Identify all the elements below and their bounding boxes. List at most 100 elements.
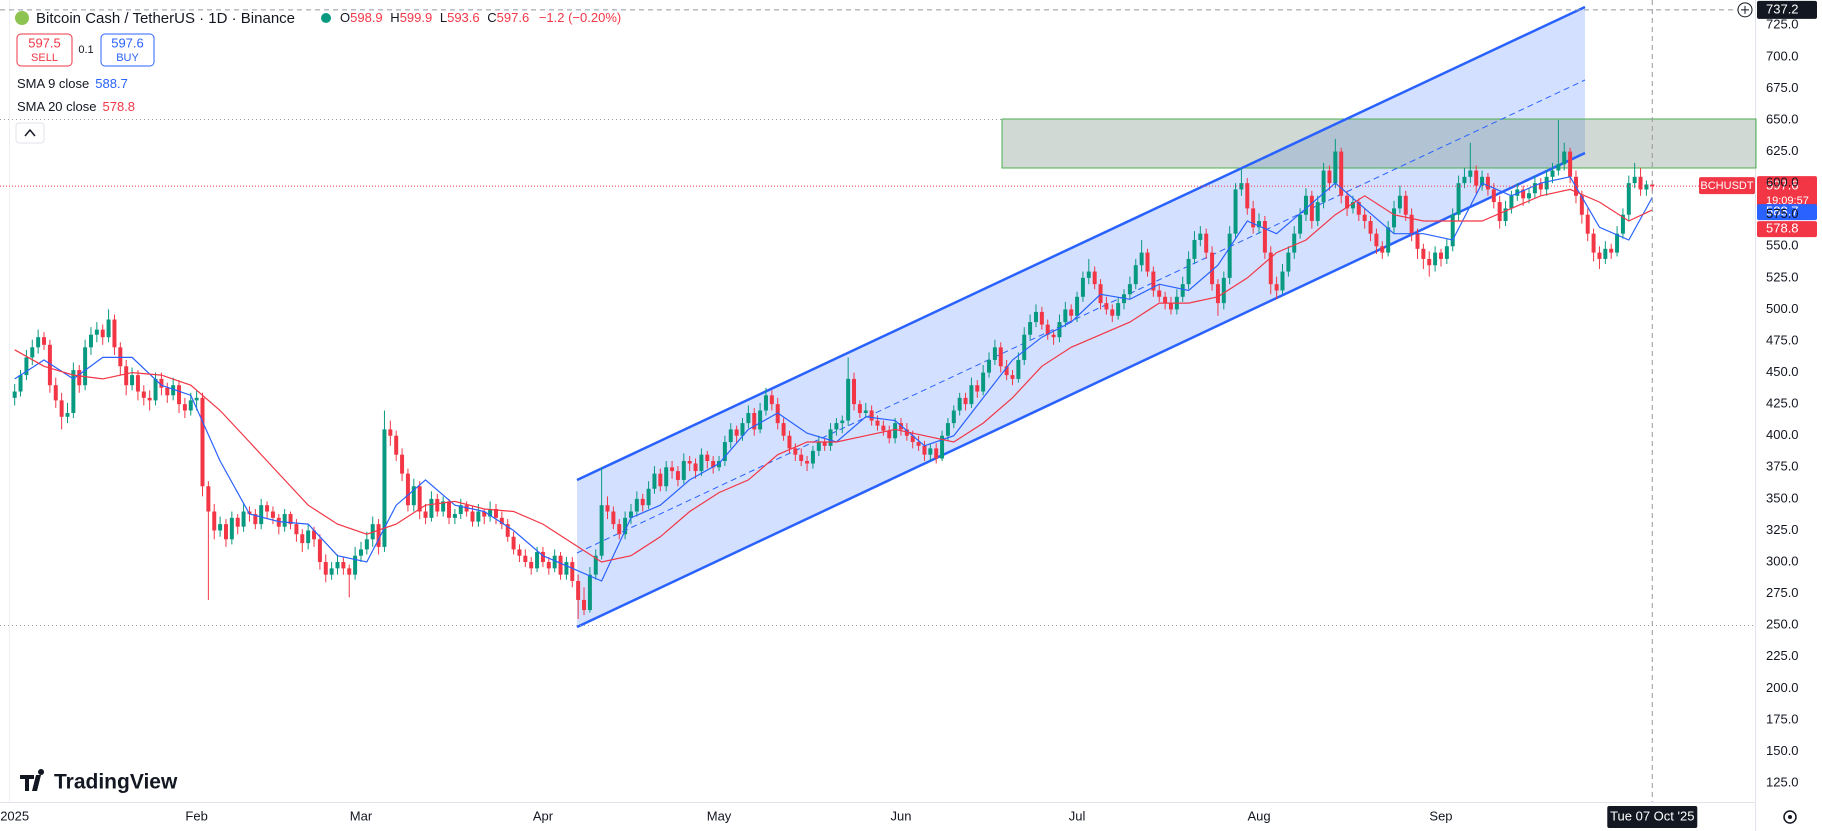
candle-body [71,370,76,413]
candle-body [1497,202,1502,222]
candle-body [306,530,311,544]
candle-body [1591,233,1596,253]
candle-body [1239,183,1244,190]
indicator-tag-box [1757,204,1817,221]
candle-body [1233,189,1238,234]
candle-body [805,460,810,464]
candle-body [1421,248,1426,259]
y-tick-label: 625.0 [1766,143,1799,158]
candle-body [1350,202,1355,209]
y-tick-label: 700.0 [1766,48,1799,63]
candle-body [411,486,416,506]
legend-name: SMA 9 close [17,76,89,91]
candle-body [288,514,293,525]
candle-body [940,435,945,459]
settings-button[interactable] [1783,810,1797,824]
candle-body [464,505,469,512]
sell-button[interactable]: 597.5 SELL [16,33,73,67]
candle-body [646,488,651,506]
candle-body [810,450,815,464]
candle-body [981,372,986,392]
candle-body [1450,214,1455,247]
crosshair-price-box [1757,0,1817,19]
buy-price[interactable]: 597.6 [111,35,144,50]
buy-button[interactable]: 597.6 BUY [100,33,155,67]
y-tick-label: 225.0 [1766,648,1799,663]
buy-box[interactable] [100,33,155,67]
sell-box[interactable] [16,33,73,67]
candle-body [711,460,716,468]
candle-body [1168,303,1173,310]
candle-body [634,498,639,512]
candle-body [787,435,792,449]
candle-body [799,454,804,461]
candle-body [235,517,240,527]
buy-label[interactable]: BUY [116,52,139,64]
candle-body [141,391,146,398]
candle-body [317,539,322,563]
candle-body [535,551,540,569]
candle-body [329,568,334,575]
candle-body [1380,246,1385,253]
candle-body [36,337,41,348]
candle-body [100,329,105,338]
candle-body [1615,233,1620,253]
candle-body [857,404,862,413]
candle-body [1392,208,1397,228]
candle-body [59,400,64,417]
candle-body [1462,176,1467,184]
candle-body [218,524,223,531]
candle-body [687,460,692,464]
candle-body [1016,359,1021,379]
gear-icon[interactable] [1783,810,1797,824]
last-price-label: 597.6 [1766,178,1799,193]
candle-body [564,562,569,575]
candle-body [188,400,193,411]
indicator-tag-box [1757,221,1817,238]
candle-body [664,467,669,487]
candle-body [1286,252,1291,272]
sell-label[interactable]: SELL [31,52,58,64]
candle-body [1438,252,1443,259]
candle-body [435,498,440,512]
candle-body [1333,151,1338,184]
candle-body [693,463,698,472]
candle-body [382,429,387,547]
ohlc-readout: O598.9 H599.9 L593.6 C597.6 −1.2 (−0.20%… [340,10,621,25]
candle-body [1186,258,1191,285]
watermark-text: TradingView [54,771,178,794]
candle-body [394,435,399,455]
gear-center[interactable] [1788,815,1792,819]
y-tick-label: 325.0 [1766,522,1799,537]
candle-body [611,511,616,525]
sell-price[interactable]: 597.5 [28,35,61,50]
candle-body [1491,189,1496,203]
candle-body [1251,208,1256,228]
candle-body [1474,170,1479,186]
candle-body [1257,221,1262,228]
candle-body [88,334,93,348]
candle-body [1033,311,1038,323]
ohlc-value: 593.6 [447,10,480,25]
collapse-button[interactable] [15,122,45,144]
candle-body [1485,176,1490,190]
add-alert-icon[interactable] [1741,5,1749,14]
candle-body [1315,202,1320,222]
candle-body [165,387,170,396]
legend-name: SMA 20 close [17,99,97,114]
collapse-box[interactable] [15,122,45,144]
candle-body [1356,202,1361,215]
candle-body [282,514,287,527]
candle-body [177,385,182,405]
plot-area [12,119,1655,619]
x-tick-label: Jul [1069,808,1086,823]
candle-body [341,562,346,569]
chevron-icon[interactable] [24,128,36,137]
candle-body [1268,252,1273,285]
ohlc-label: O [340,10,350,25]
candle-body [1116,303,1121,316]
candle-body [881,425,886,431]
candle-body [793,448,798,455]
candle-body [1579,195,1584,215]
